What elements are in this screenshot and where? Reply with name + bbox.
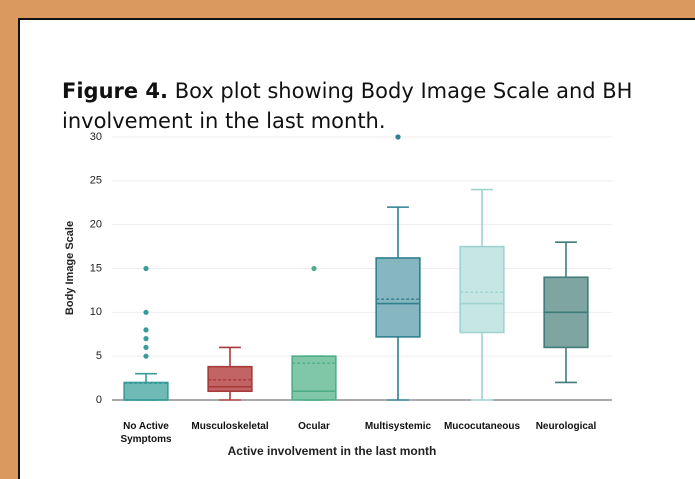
box: [123, 381, 169, 401]
y-axis-label: Body Image Scale: [64, 221, 76, 315]
y-tick-label: 10: [90, 306, 102, 318]
outlier: [143, 344, 149, 350]
outlier: [143, 265, 149, 272]
x-tick-label: Musculoskeletal: [191, 421, 269, 432]
x-axis-label: Active involvement in the last month: [228, 444, 437, 458]
y-tick-label: 25: [90, 175, 102, 187]
x-tick-label: Ocular: [298, 421, 330, 432]
y-tick-label: 15: [90, 262, 102, 274]
outlier: [143, 309, 149, 315]
x-tick-label: No Active Symptoms: [120, 421, 172, 445]
x-tick-label: Mucocutaneous: [443, 421, 521, 432]
outlier: [143, 336, 149, 342]
y-tick-label: 5: [96, 350, 102, 362]
box: [375, 257, 421, 338]
outlier: [143, 327, 149, 333]
chart-title: Box plot showing Body Image Scale and BH…: [62, 79, 633, 133]
x-tick-label: Neurological: [535, 421, 597, 432]
box: [459, 245, 505, 334]
caption: Figure 4. Box plot showing Body Image Sc…: [62, 76, 652, 136]
figure-panel: [18, 18, 695, 479]
x-tick-label: Multisystemic: [364, 421, 432, 432]
y-tick-label: 20: [90, 219, 102, 231]
outlier: [143, 353, 149, 359]
y-tick-label: 30: [90, 131, 102, 143]
y-tick-label: 0: [96, 394, 102, 406]
outlier: [311, 265, 317, 272]
figure-label: Figure 4.: [62, 79, 169, 103]
outlier: [395, 134, 401, 140]
